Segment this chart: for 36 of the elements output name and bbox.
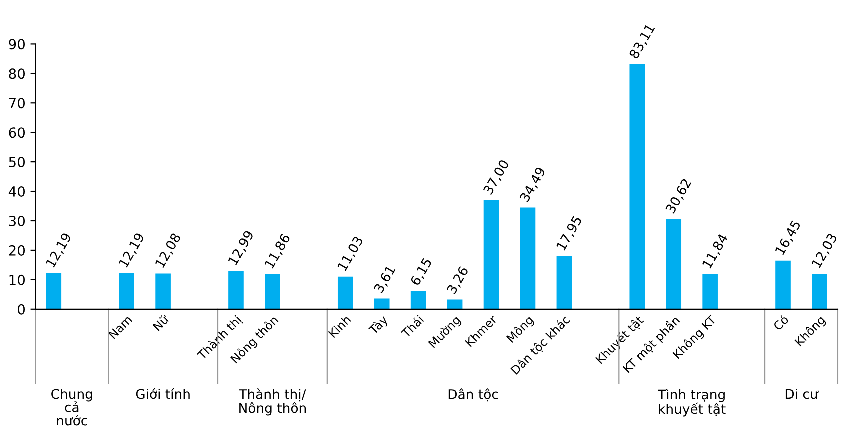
x-tick-label: Nữ (152, 314, 170, 332)
y-tick-label: 0 (18, 304, 26, 315)
y-tick-label: 60 (9, 128, 26, 138)
bar (484, 200, 500, 310)
text: Di cư (786, 388, 819, 400)
bar (374, 298, 390, 310)
bar (119, 273, 134, 310)
y-tick-label: 90 (9, 39, 26, 50)
y-tick-label: 30 (9, 216, 26, 226)
bar (702, 274, 718, 310)
y-tick-label: 10 (10, 274, 26, 286)
text: Thành thị/ Nông thôn (239, 388, 306, 416)
bar (812, 274, 828, 310)
bar (556, 256, 572, 310)
bar (776, 260, 791, 310)
bar (156, 274, 171, 310)
bar (666, 219, 682, 310)
text: Tình trạng khuyết tật (658, 388, 726, 417)
bar (338, 276, 354, 310)
y-tick-label: 20 (9, 245, 26, 256)
bar (265, 274, 280, 310)
x-tick-label: Tày (368, 314, 390, 337)
text: Dân tộc (448, 388, 498, 402)
y-tick-label: 80 (9, 68, 26, 80)
text: Chung cả nước (52, 388, 92, 426)
y-tick-label: 70 (9, 98, 26, 109)
bar (46, 273, 62, 310)
bar (410, 291, 426, 310)
bar (447, 300, 463, 310)
y-tick-label: 40 (8, 186, 26, 198)
text: Giới tính (136, 388, 190, 400)
y-tick-label: 50 (9, 157, 26, 168)
bar (630, 64, 646, 310)
bar (228, 271, 244, 310)
bar (520, 208, 536, 310)
x-tick-label: Có (772, 314, 790, 332)
